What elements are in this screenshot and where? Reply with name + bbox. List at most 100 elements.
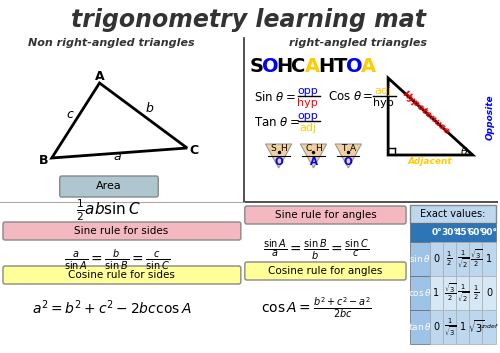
FancyBboxPatch shape bbox=[410, 223, 496, 242]
Text: b: b bbox=[146, 102, 153, 115]
FancyBboxPatch shape bbox=[443, 242, 456, 276]
FancyBboxPatch shape bbox=[470, 242, 482, 276]
FancyBboxPatch shape bbox=[456, 242, 469, 276]
Text: 1: 1 bbox=[434, 288, 440, 298]
Text: opp: opp bbox=[297, 86, 318, 96]
Text: $\mathrm{Tan}\ \theta =$: $\mathrm{Tan}\ \theta =$ bbox=[254, 115, 300, 128]
FancyBboxPatch shape bbox=[443, 276, 456, 310]
Text: $\mathrm{Sin}\ \theta =$: $\mathrm{Sin}\ \theta =$ bbox=[254, 90, 296, 104]
FancyBboxPatch shape bbox=[470, 310, 482, 344]
Text: undef: undef bbox=[480, 324, 498, 329]
Text: A: A bbox=[310, 157, 318, 167]
Text: Non right-angled triangles: Non right-angled triangles bbox=[28, 38, 195, 48]
FancyBboxPatch shape bbox=[456, 310, 469, 344]
Polygon shape bbox=[300, 144, 326, 168]
Text: 0: 0 bbox=[434, 254, 440, 264]
Text: $\cos A = \frac{b^2 + c^2 - a^2}{2bc}$: $\cos A = \frac{b^2 + c^2 - a^2}{2bc}$ bbox=[261, 295, 372, 321]
Text: Opposite: Opposite bbox=[486, 94, 495, 140]
Text: 45°: 45° bbox=[454, 228, 471, 237]
Text: right-angled triangles: right-angled triangles bbox=[290, 38, 428, 48]
Text: O: O bbox=[344, 157, 352, 167]
Text: Cosine rule for angles: Cosine rule for angles bbox=[268, 266, 382, 276]
FancyBboxPatch shape bbox=[430, 276, 443, 310]
Text: adj: adj bbox=[299, 123, 316, 133]
FancyBboxPatch shape bbox=[482, 276, 496, 310]
Text: $\frac{1}{\sqrt{2}}$: $\frac{1}{\sqrt{2}}$ bbox=[456, 248, 469, 270]
Text: $\frac{1}{\sqrt{2}}$: $\frac{1}{\sqrt{2}}$ bbox=[456, 282, 469, 304]
FancyBboxPatch shape bbox=[410, 205, 496, 223]
Text: O: O bbox=[346, 56, 362, 76]
FancyBboxPatch shape bbox=[410, 276, 430, 310]
Text: Sine rule for sides: Sine rule for sides bbox=[74, 226, 168, 236]
Text: 30°: 30° bbox=[441, 228, 458, 237]
FancyBboxPatch shape bbox=[456, 276, 469, 310]
Text: 1: 1 bbox=[460, 322, 466, 332]
FancyBboxPatch shape bbox=[410, 242, 430, 276]
Text: $\mathrm{Cos}\ \theta =$: $\mathrm{Cos}\ \theta =$ bbox=[328, 90, 374, 103]
Text: $\frac{\sqrt{3}}{2}$: $\frac{\sqrt{3}}{2}$ bbox=[444, 282, 456, 304]
Text: $\frac{a}{\sin A} = \frac{b}{\sin B} = \frac{c}{\sin C}$: $\frac{a}{\sin A} = \frac{b}{\sin B} = \… bbox=[64, 248, 170, 272]
Text: C: C bbox=[306, 144, 312, 153]
Text: 1: 1 bbox=[486, 254, 492, 264]
Text: Sine rule for angles: Sine rule for angles bbox=[274, 210, 376, 220]
Text: A: A bbox=[94, 70, 104, 83]
Text: 60°: 60° bbox=[468, 228, 484, 237]
Text: opp: opp bbox=[297, 111, 318, 121]
Text: O: O bbox=[262, 56, 279, 76]
Text: $\tan\theta$: $\tan\theta$ bbox=[408, 321, 432, 332]
Text: $\sin\theta$: $\sin\theta$ bbox=[409, 253, 431, 264]
FancyBboxPatch shape bbox=[470, 276, 482, 310]
Text: a: a bbox=[114, 150, 121, 162]
Text: O: O bbox=[274, 157, 283, 167]
Text: $a^2 = b^2 + c^2 - 2bc\cos A$: $a^2 = b^2 + c^2 - 2bc\cos A$ bbox=[32, 299, 191, 317]
Text: 90°: 90° bbox=[480, 228, 498, 237]
FancyBboxPatch shape bbox=[60, 176, 158, 197]
Text: Area: Area bbox=[96, 181, 122, 191]
Text: S: S bbox=[271, 144, 276, 153]
Text: H: H bbox=[280, 144, 286, 153]
FancyBboxPatch shape bbox=[3, 222, 241, 240]
Text: hyp: hyp bbox=[373, 98, 394, 108]
Text: $\frac{1}{\sqrt{3}}$: $\frac{1}{\sqrt{3}}$ bbox=[444, 316, 456, 337]
Polygon shape bbox=[266, 144, 292, 168]
Text: $\frac{1}{2}ab\sin C$: $\frac{1}{2}ab\sin C$ bbox=[76, 197, 141, 223]
FancyBboxPatch shape bbox=[482, 242, 496, 276]
Text: B: B bbox=[39, 154, 48, 167]
Text: T: T bbox=[334, 56, 347, 76]
Text: $\frac{\sqrt{3}}{2}$: $\frac{\sqrt{3}}{2}$ bbox=[470, 248, 482, 269]
Text: Hypotenuse: Hypotenuse bbox=[400, 89, 452, 137]
FancyBboxPatch shape bbox=[430, 242, 443, 276]
FancyBboxPatch shape bbox=[410, 310, 430, 344]
Text: $\sqrt{3}$: $\sqrt{3}$ bbox=[468, 318, 484, 335]
Text: adj: adj bbox=[374, 86, 392, 96]
Text: $\frac{1}{2}$: $\frac{1}{2}$ bbox=[446, 250, 453, 268]
Text: H: H bbox=[318, 56, 334, 76]
Text: Exact values:: Exact values: bbox=[420, 209, 486, 219]
Text: H: H bbox=[276, 56, 293, 76]
Text: C: C bbox=[190, 144, 198, 156]
Text: 0: 0 bbox=[486, 288, 492, 298]
FancyBboxPatch shape bbox=[245, 262, 406, 280]
FancyBboxPatch shape bbox=[245, 206, 406, 224]
FancyBboxPatch shape bbox=[482, 310, 496, 344]
FancyBboxPatch shape bbox=[443, 310, 456, 344]
Text: $\theta$: $\theta$ bbox=[460, 145, 469, 157]
Text: T: T bbox=[340, 144, 346, 153]
Text: trigonometry learning mat: trigonometry learning mat bbox=[72, 8, 426, 32]
Text: H: H bbox=[314, 144, 322, 153]
FancyBboxPatch shape bbox=[430, 310, 443, 344]
Text: $\frac{\sin A}{a} = \frac{\sin B}{b} = \frac{\sin C}{c}$: $\frac{\sin A}{a} = \frac{\sin B}{b} = \… bbox=[264, 238, 370, 262]
Text: A: A bbox=[305, 56, 320, 76]
Text: A: A bbox=[360, 56, 376, 76]
Text: S: S bbox=[250, 56, 264, 76]
Text: 0°: 0° bbox=[431, 228, 442, 237]
Text: Adjacent: Adjacent bbox=[408, 157, 452, 167]
FancyBboxPatch shape bbox=[3, 266, 241, 284]
Text: 0: 0 bbox=[434, 322, 440, 332]
Text: hyp: hyp bbox=[297, 98, 318, 108]
Polygon shape bbox=[335, 144, 361, 168]
Text: $\frac{1}{2}$: $\frac{1}{2}$ bbox=[472, 283, 479, 302]
Text: Cosine rule for sides: Cosine rule for sides bbox=[68, 270, 175, 280]
Text: c: c bbox=[66, 108, 73, 120]
Text: C: C bbox=[292, 56, 306, 76]
